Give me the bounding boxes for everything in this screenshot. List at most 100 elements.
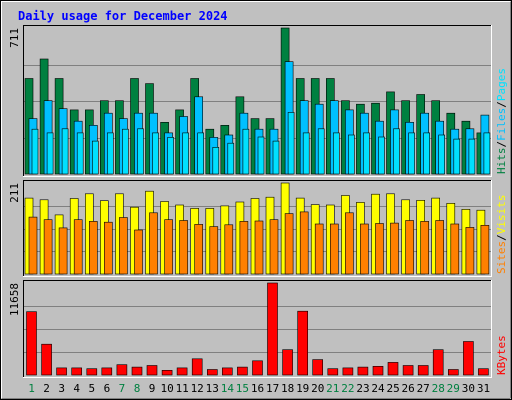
bar-pages bbox=[453, 138, 461, 175]
bar-sites bbox=[254, 220, 264, 275]
bar-kbytes bbox=[237, 366, 248, 376]
day-label: 25 bbox=[386, 382, 399, 395]
bar-sites bbox=[89, 221, 98, 275]
bar-sites bbox=[43, 219, 53, 275]
day-label: 13 bbox=[206, 382, 219, 395]
bar-sites bbox=[149, 212, 158, 275]
bar-pages bbox=[76, 132, 84, 175]
day-label: 24 bbox=[371, 382, 385, 395]
day-label: 26 bbox=[401, 382, 414, 395]
chart-title: Daily usage for December 2024 bbox=[18, 9, 228, 23]
bar-kbytes bbox=[101, 367, 113, 376]
bar-kbytes bbox=[312, 359, 324, 376]
bar-kbytes bbox=[327, 368, 339, 376]
bar-sites bbox=[284, 213, 294, 275]
day-label: 12 bbox=[191, 382, 204, 395]
legend-item: KBytes bbox=[495, 335, 508, 375]
day-label: 22 bbox=[341, 382, 354, 395]
bar-kbytes bbox=[222, 367, 233, 376]
bar-pages bbox=[393, 128, 400, 175]
bar-sites bbox=[119, 217, 128, 275]
bar-kbytes bbox=[372, 365, 384, 376]
bar-sites bbox=[420, 221, 430, 275]
bar-pages bbox=[348, 134, 355, 175]
bar-kbytes bbox=[463, 341, 474, 376]
bar-kbytes bbox=[432, 349, 444, 376]
bar-sites bbox=[134, 229, 143, 275]
bar-pages bbox=[363, 132, 370, 175]
panel-legend: KBytes bbox=[495, 335, 508, 375]
day-label: 11 bbox=[176, 382, 189, 395]
day-label: 21 bbox=[326, 382, 339, 395]
legend-item: Files bbox=[495, 108, 508, 141]
bar-sites bbox=[224, 224, 234, 275]
bar-kbytes bbox=[146, 365, 158, 376]
bar-kbytes bbox=[41, 343, 52, 376]
day-label: 30 bbox=[462, 382, 475, 395]
bar-sites bbox=[329, 223, 339, 275]
day-label: 16 bbox=[251, 382, 264, 395]
bar-kbytes bbox=[282, 349, 293, 376]
bar-pages bbox=[46, 132, 54, 175]
panel-visits-sites: 211 Sites/Visits bbox=[8, 180, 508, 277]
bar-sites bbox=[269, 219, 279, 275]
bar-pages bbox=[287, 112, 295, 175]
day-label: 15 bbox=[236, 382, 249, 395]
day-label: 23 bbox=[356, 382, 369, 395]
bar-sites bbox=[345, 212, 354, 275]
day-label: 10 bbox=[160, 382, 173, 395]
bar-kbytes bbox=[402, 365, 414, 376]
day-label: 28 bbox=[432, 382, 445, 395]
bar-sites bbox=[450, 223, 460, 275]
bar-pages bbox=[272, 140, 280, 175]
bar-pages bbox=[197, 132, 204, 175]
bar-sites bbox=[480, 225, 490, 275]
bar-sites bbox=[375, 223, 384, 275]
panel-kbytes: 11658 KBytes bbox=[8, 280, 508, 378]
bar-sites bbox=[405, 220, 414, 275]
bar-kbytes bbox=[161, 369, 173, 376]
bar-pages bbox=[257, 136, 265, 175]
bar-pages bbox=[92, 140, 99, 175]
bar-pages bbox=[61, 128, 69, 175]
bar-kbytes bbox=[447, 369, 459, 376]
bar-kbytes bbox=[176, 367, 188, 376]
day-label: 6 bbox=[104, 382, 111, 395]
legend-item: Sites bbox=[495, 241, 508, 274]
bar-kbytes bbox=[191, 358, 203, 376]
bar-pages bbox=[438, 134, 446, 175]
legend-item: / bbox=[495, 101, 508, 108]
day-label: 2 bbox=[43, 382, 50, 395]
panel-legend: Hits/Files/Pages bbox=[495, 68, 508, 174]
bar-sites bbox=[179, 220, 188, 275]
bar-kbytes bbox=[297, 310, 309, 376]
day-label: 7 bbox=[119, 382, 126, 395]
bar-kbytes bbox=[417, 365, 429, 376]
bar-sites bbox=[239, 221, 249, 275]
bar-pages bbox=[152, 132, 159, 175]
day-label: 4 bbox=[73, 382, 80, 395]
bar-pages bbox=[332, 132, 340, 175]
bar-pages bbox=[317, 128, 325, 175]
bar-pages bbox=[302, 132, 310, 175]
bar-pages bbox=[182, 132, 189, 175]
bar-sites bbox=[360, 223, 369, 275]
bar-kbytes bbox=[71, 367, 82, 376]
bar-sites bbox=[194, 224, 203, 275]
day-label: 29 bbox=[447, 382, 460, 395]
day-label: 18 bbox=[281, 382, 294, 395]
bar-kbytes bbox=[387, 362, 399, 376]
bar-kbytes bbox=[86, 368, 98, 376]
bar-kbytes bbox=[207, 369, 218, 376]
bar-kbytes bbox=[478, 368, 489, 376]
bar-pages bbox=[423, 132, 431, 175]
bar-kbytes bbox=[131, 366, 143, 376]
day-label: 8 bbox=[134, 382, 141, 395]
panel-max-label: 11658 bbox=[8, 283, 21, 316]
legend-item: Pages bbox=[495, 68, 508, 101]
bar-pages bbox=[137, 128, 144, 175]
bar-kbytes bbox=[357, 366, 369, 376]
day-label: 20 bbox=[311, 382, 324, 395]
day-label: 5 bbox=[88, 382, 95, 395]
